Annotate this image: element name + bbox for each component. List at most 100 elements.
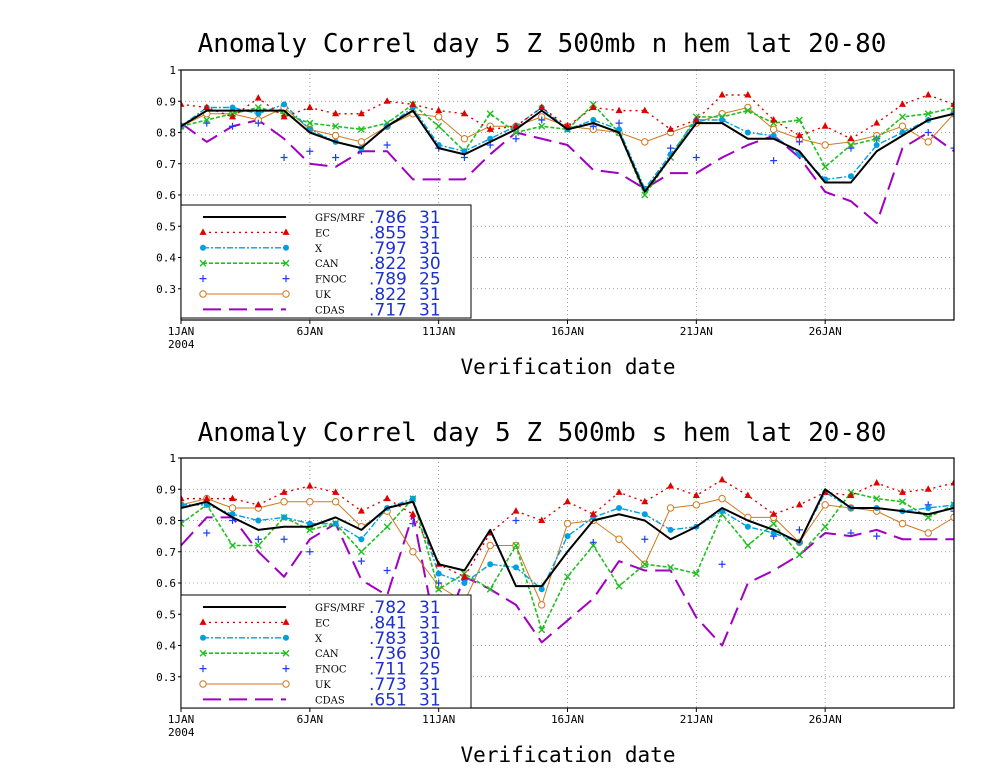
y-tick-label: 0.9 <box>156 95 176 108</box>
series-uk-point <box>409 548 417 556</box>
y-tick-label: 1 <box>169 64 176 77</box>
series-can-point <box>744 542 752 549</box>
series-ec-point <box>538 103 546 110</box>
series-can-point <box>254 104 262 111</box>
x-tick-label: 11JAN <box>422 325 455 338</box>
legend-swatch-marker <box>200 244 206 251</box>
series-x-point <box>435 570 442 577</box>
series-can-point <box>332 122 340 130</box>
series-uk-point <box>357 138 366 146</box>
series-ec-point <box>203 494 211 502</box>
x-tick-label: 21JAN <box>680 713 713 726</box>
series-can-point <box>641 560 649 568</box>
series-can-point <box>770 520 778 528</box>
series-ec-point <box>615 488 623 495</box>
legend-series-name: GFS/MRF <box>315 213 365 224</box>
series-can-point <box>435 585 443 593</box>
legend-series-name: FNOC <box>315 275 347 286</box>
series-can-point <box>435 122 443 130</box>
series-ec-point <box>873 479 881 486</box>
legend-series-score: .783 <box>369 629 407 649</box>
series-fnoc-point <box>795 526 803 534</box>
series-gfs-mrf <box>181 109 954 193</box>
legend-series-name: X <box>315 634 323 645</box>
series-ec-point <box>332 109 340 117</box>
series-fnoc-point <box>383 567 391 574</box>
series-ec-point <box>383 494 391 502</box>
legend-swatch-marker <box>282 665 290 673</box>
x-tick-label: 6JAN <box>297 325 324 338</box>
series-ec-point <box>950 100 954 107</box>
series-ec-point <box>898 100 906 107</box>
series-can-point <box>641 191 649 199</box>
x-tick-label: 16JAN <box>551 713 584 726</box>
y-tick-label: 0.3 <box>156 283 176 296</box>
series-ec-point <box>873 119 881 126</box>
series-can-point <box>229 542 237 549</box>
legend-series-name: EC <box>315 618 330 629</box>
legend-series-count: 31 <box>419 613 441 633</box>
series-ec-point <box>538 516 546 523</box>
legend-series-score: .822 <box>369 254 407 274</box>
series-can-point <box>538 122 546 130</box>
series-fnoc-point <box>306 147 314 155</box>
series-uk-point <box>666 504 675 512</box>
legend-swatch-marker <box>199 228 207 235</box>
series-ec-point <box>744 491 752 498</box>
series-uk-point <box>460 135 469 143</box>
chart-title: Anomaly Correl day 5 Z 500mb s hem lat 2… <box>198 418 887 448</box>
series-ec-point <box>254 94 262 101</box>
legend-series-name: FNOC <box>315 665 347 676</box>
series-fnoc-point <box>332 154 340 161</box>
legend-series-score: .782 <box>369 598 407 618</box>
series-ec-point <box>847 491 855 498</box>
series-x-point <box>847 173 854 180</box>
series-ec-point <box>770 510 778 517</box>
y-tick-label: 0.7 <box>156 158 176 171</box>
series-ec-point <box>306 103 314 110</box>
y-tick-label: 0.9 <box>156 483 176 496</box>
legend-series-score: .789 <box>369 270 407 290</box>
series-ec-point <box>667 482 675 489</box>
series-cdas-line <box>181 119 954 225</box>
chart-panel-southern-hemisphere: Anomaly Correl day 5 Z 500mb s hem lat 2… <box>156 418 955 767</box>
series-uk-point <box>331 131 340 140</box>
series-ec-point <box>924 485 932 492</box>
legend-series-score: .841 <box>369 613 407 633</box>
series-can-point <box>203 116 211 124</box>
x-axis-label: Verification date <box>461 355 676 379</box>
legend-series-count: 31 <box>419 300 441 320</box>
series-uk-point <box>924 138 932 146</box>
y-tick-label: 0.4 <box>156 640 176 653</box>
series-can-point <box>924 110 932 118</box>
legend-series-name: CDAS <box>315 695 345 706</box>
series-ec-point <box>924 91 932 98</box>
legend-box <box>180 204 472 319</box>
series-can-point <box>306 526 314 534</box>
legend-series-name: GFS/MRF <box>315 603 365 614</box>
series-fnoc-point <box>409 520 417 528</box>
series-ec-point <box>589 510 597 517</box>
series-uk-point <box>331 498 340 506</box>
legend-series-name: CAN <box>315 649 339 660</box>
plot-frame <box>180 457 955 709</box>
series-can-point <box>898 113 906 121</box>
series-uk-point <box>434 113 443 121</box>
y-tick-label: 0.5 <box>156 608 176 621</box>
series-uk-point <box>821 501 829 509</box>
series-ec-point <box>589 103 597 110</box>
series-ec-point <box>357 507 365 514</box>
series-x-point <box>744 129 751 136</box>
x-tick-label: 1JAN <box>168 325 195 338</box>
series-uk-point <box>306 498 314 506</box>
series-ec-point <box>229 112 237 120</box>
series-uk-point <box>692 501 701 509</box>
series-gfs-mrf-line <box>181 109 954 193</box>
series-cdas <box>181 513 954 647</box>
legend-swatch-marker <box>199 259 207 267</box>
series-ec-point <box>409 100 417 107</box>
series-fnoc-point <box>512 135 520 143</box>
legend-swatch-marker <box>282 649 290 657</box>
series-ec-point <box>229 494 237 502</box>
series-ec-point <box>692 491 700 498</box>
